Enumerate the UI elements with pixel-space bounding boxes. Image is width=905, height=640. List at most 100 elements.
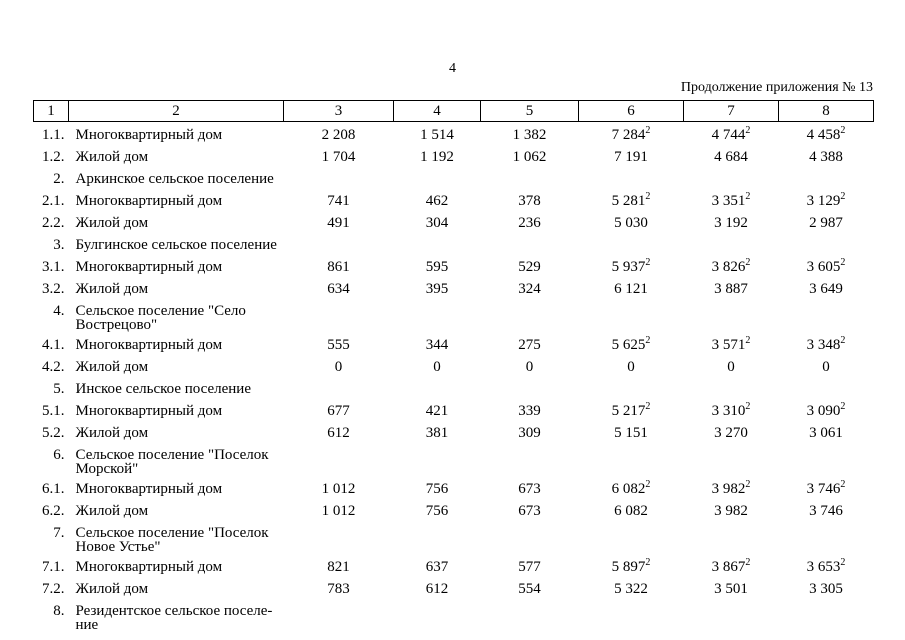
footnote-superscript: 2 (840, 256, 846, 268)
row-number-cell: 6.2. (42, 502, 65, 519)
table-row: 4. Сельское поселение "Село Вострецово" (34, 298, 874, 332)
value-cell: 555 (327, 336, 350, 353)
value-cell (684, 520, 779, 554)
row-name-cell: Многоквартирный дом (75, 258, 223, 275)
page-number: 4 (449, 61, 456, 76)
footnote-superscript: 2 (645, 334, 651, 346)
table-row: 3.1. Многоквартирный дом 861 595 529 5 9372 3 … (34, 254, 874, 276)
value-cell: 309 (518, 424, 541, 441)
row-number-cell: 8. (53, 602, 65, 619)
value-cell: 3 270 (714, 424, 748, 441)
value-cell (779, 520, 874, 554)
value-cell: 491 (327, 214, 350, 231)
table-row: 7.1. Многоквартирный дом 821 637 577 5 8972 3 … (34, 554, 874, 576)
table-row: 4.1. Многоквартирный дом 555 344 275 5 6252 3 … (34, 332, 874, 354)
value-cell (579, 376, 684, 398)
value-cell (684, 442, 779, 476)
value-cell (779, 232, 874, 254)
value-cell: 673 (518, 480, 541, 497)
row-number-cell: 5.1. (42, 402, 65, 419)
value-cell: 3 8672 (711, 556, 751, 575)
row-number-cell: 5. (53, 380, 65, 397)
value-cell: 0 (334, 358, 343, 375)
row-name-cell: Сельское поселение "Поселок Морской" (75, 446, 269, 477)
value-cell (394, 376, 481, 398)
row-name-cell: Многоквартирный дом (75, 558, 223, 575)
value-cell: 4 388 (809, 148, 843, 165)
value-cell (481, 376, 579, 398)
value-cell (394, 598, 481, 632)
value-cell (579, 232, 684, 254)
value-cell: 4 684 (714, 148, 748, 165)
value-cell: 634 (327, 280, 350, 297)
row-number-cell: 7.2. (42, 580, 65, 597)
value-cell: 1 382 (512, 127, 547, 143)
value-cell: 381 (425, 424, 449, 441)
table-row: 2.1. Многоквартирный дом 741 462 378 5 2812 3 … (34, 188, 874, 210)
row-name-cell: Многоквартирный дом (75, 127, 223, 143)
row-name-cell: Жилой дом (75, 424, 149, 441)
value-cell (779, 442, 874, 476)
value-cell: 236 (518, 214, 541, 231)
value-cell: 0 (433, 358, 441, 375)
footnote-superscript: 2 (645, 400, 651, 412)
table-row: 4.2. Жилой дом 0 0 0 0 0 0 (34, 354, 874, 376)
footnote-superscript: 2 (645, 478, 651, 490)
table-row: 6. Сельское поселение "Поселок Морской" (34, 442, 874, 476)
value-cell: 3 501 (714, 580, 748, 597)
row-name-cell: Жилой дом (75, 502, 149, 519)
value-cell: 783 (327, 580, 350, 597)
value-cell (284, 442, 394, 476)
value-cell: 5 2812 (611, 190, 651, 209)
value-cell: 6 082 (614, 502, 648, 519)
row-name-cell: Многоквартирный дом (75, 192, 223, 209)
row-name-cell: Жилой дом (75, 580, 149, 597)
value-cell: 3 305 (809, 580, 843, 597)
column-header: 2 (68, 100, 284, 122)
value-cell: 5 030 (614, 214, 648, 231)
footnote-superscript: 2 (745, 334, 751, 346)
footnote-superscript: 2 (645, 556, 651, 568)
value-cell (284, 232, 394, 254)
row-number-cell: 3. (53, 236, 65, 253)
row-name-cell: Сельское поселение "Поселок Новое Устье" (75, 524, 269, 555)
value-cell: 3 9822 (711, 478, 751, 497)
value-cell: 344 (425, 336, 449, 353)
value-cell: 3 3102 (711, 400, 751, 419)
value-cell: 2 987 (809, 214, 843, 231)
value-cell: 3 0902 (806, 400, 846, 419)
value-cell: 378 (518, 192, 541, 209)
row-name-cell: Многоквартирный дом (75, 336, 223, 353)
row-number-cell: 2.2. (42, 214, 65, 231)
footnote-superscript: 2 (745, 190, 751, 202)
footnote-superscript: 2 (745, 478, 751, 490)
row-name-cell: Сельское поселение "Село Вострецово" (75, 302, 246, 333)
value-cell: 3 3482 (806, 334, 846, 353)
value-cell: 0 (727, 358, 735, 375)
table-row: 5.1. Многоквартирный дом 677 421 339 5 2172 3 … (34, 398, 874, 420)
value-cell: 3 6052 (806, 256, 846, 275)
value-cell: 3 8262 (711, 256, 751, 275)
value-cell: 7 191 (614, 148, 648, 165)
table-row: 5.2. Жилой дом 612 381 309 5 151 3 270 3 061 (34, 420, 874, 442)
value-cell (579, 298, 684, 332)
value-cell: 3 746 (809, 502, 843, 519)
row-number-cell: 6.1. (42, 480, 65, 497)
value-cell: 2 208 (321, 127, 356, 143)
value-cell: 3 7462 (806, 478, 846, 497)
value-cell: 5 8972 (611, 556, 651, 575)
value-cell: 5 151 (614, 424, 648, 441)
column-header: 3 (283, 100, 394, 122)
value-cell (779, 376, 874, 398)
value-cell (394, 442, 481, 476)
value-cell (394, 232, 481, 254)
value-cell: 5 9372 (611, 256, 651, 275)
value-cell: 5 322 (614, 580, 648, 597)
value-cell: 861 (327, 258, 350, 275)
value-cell: 3 192 (714, 214, 748, 231)
value-cell: 304 (425, 214, 449, 231)
footnote-superscript: 2 (840, 334, 846, 346)
row-number-cell: 7. (53, 524, 65, 541)
value-cell: 6 0822 (611, 478, 651, 497)
